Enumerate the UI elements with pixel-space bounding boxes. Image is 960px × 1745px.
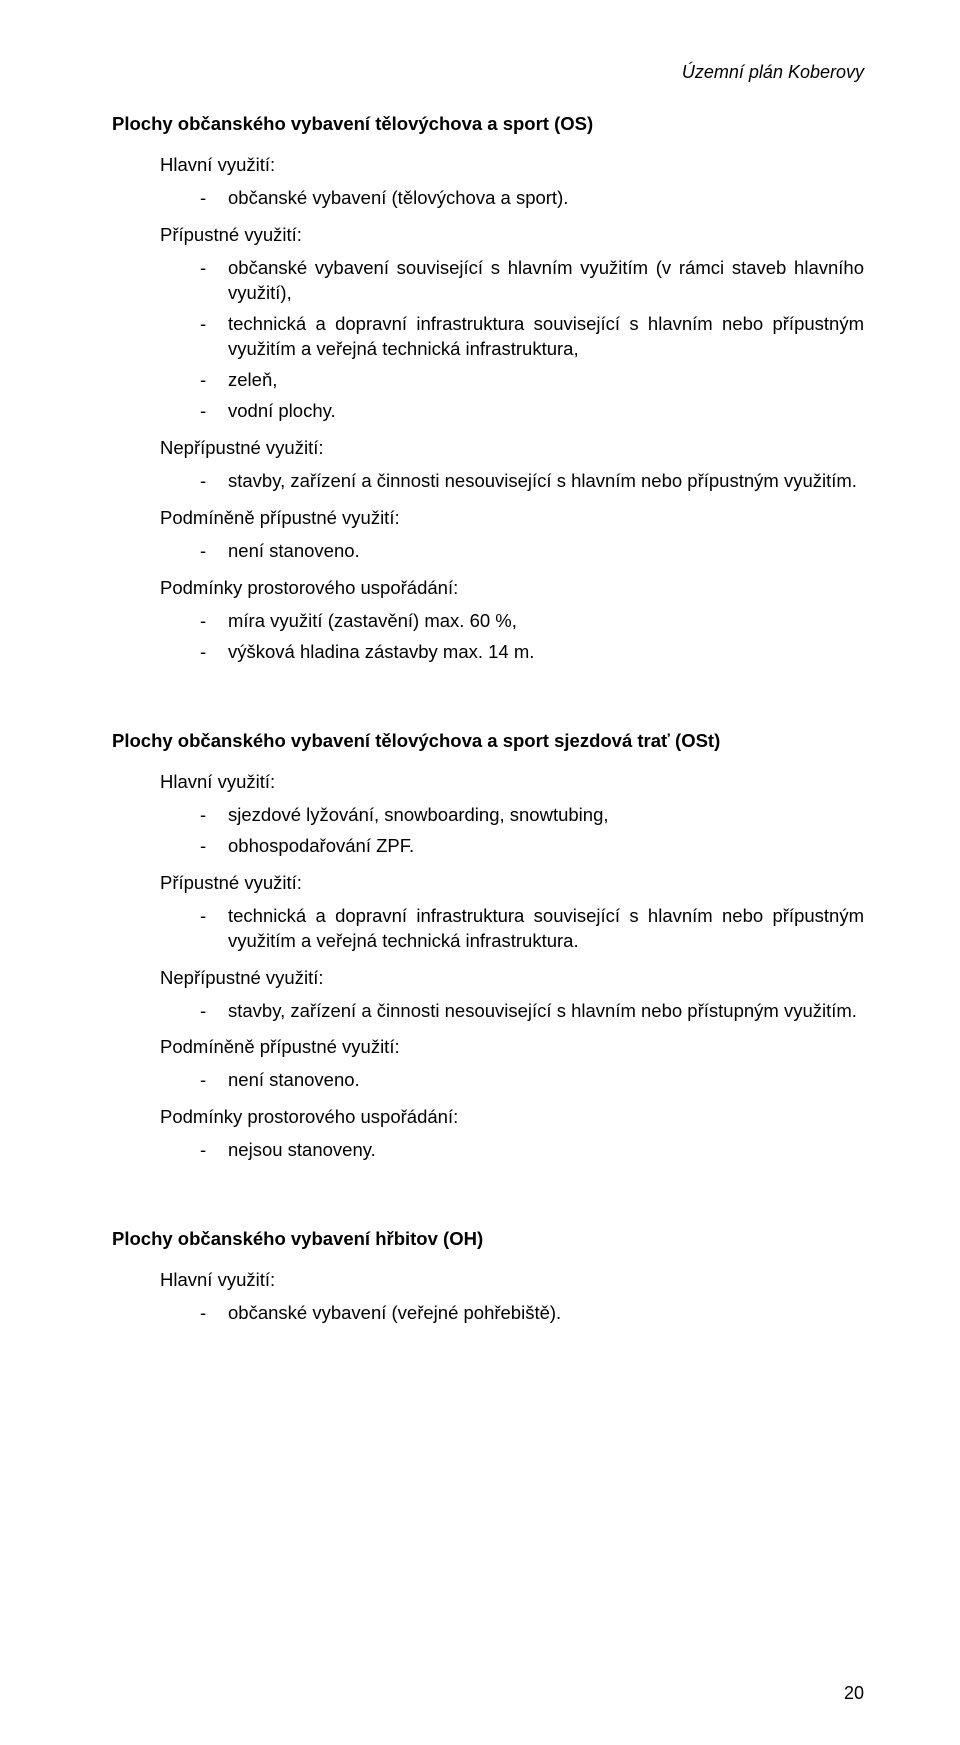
block-s2-podminky: Podmínky prostorového uspořádání: nejsou… [160, 1105, 864, 1163]
list-item: zeleň, [200, 368, 864, 393]
list-item: není stanoveno. [200, 1068, 864, 1093]
sub-heading: Nepřípustné využití: [160, 966, 864, 991]
block-s1-nepripustne: Nepřípustné využití: stavby, zařízení a … [160, 436, 864, 494]
list-item: stavby, zařízení a činnosti nesouvisejíc… [200, 999, 864, 1024]
block-s1-podminene: Podmíněně přípustné využití: není stanov… [160, 506, 864, 564]
sub-heading: Nepřípustné využití: [160, 436, 864, 461]
list-item: sjezdové lyžování, snowboarding, snowtub… [200, 803, 864, 828]
block-s1-hlavni: Hlavní využití: občanské vybavení (tělov… [160, 153, 864, 211]
list-item: občanské vybavení (veřejné pohřebiště). [200, 1301, 864, 1326]
sub-heading: Hlavní využití: [160, 770, 864, 795]
item-list: občanské vybavení související s hlavním … [160, 256, 864, 424]
list-item: občanské vybavení související s hlavním … [200, 256, 864, 306]
block-s1-pripustne: Přípustné využití: občanské vybavení sou… [160, 223, 864, 424]
list-item: nejsou stanoveny. [200, 1138, 864, 1163]
item-list: občanské vybavení (tělovýchova a sport). [160, 186, 864, 211]
list-item: vodní plochy. [200, 399, 864, 424]
list-item: technická a dopravní infrastruktura souv… [200, 312, 864, 362]
list-item: technická a dopravní infrastruktura souv… [200, 904, 864, 954]
sub-heading: Přípustné využití: [160, 871, 864, 896]
page-number: 20 [844, 1681, 864, 1705]
block-s3-hlavni: Hlavní využití: občanské vybavení (veřej… [160, 1268, 864, 1326]
block-s2-hlavni: Hlavní využití: sjezdové lyžování, snowb… [160, 770, 864, 859]
list-item: míra využití (zastavění) max. 60 %, [200, 609, 864, 634]
list-item: občanské vybavení (tělovýchova a sport). [200, 186, 864, 211]
section-title-os: Plochy občanského vybavení tělovýchova a… [112, 112, 864, 137]
item-list: sjezdové lyžování, snowboarding, snowtub… [160, 803, 864, 859]
sub-heading: Hlavní využití: [160, 153, 864, 178]
item-list: stavby, zařízení a činnosti nesouvisejíc… [160, 469, 864, 494]
section-title-ost: Plochy občanského vybavení tělovýchova a… [112, 729, 864, 754]
item-list: občanské vybavení (veřejné pohřebiště). [160, 1301, 864, 1326]
sub-heading: Podmíněně přípustné využití: [160, 506, 864, 531]
sub-heading: Podmínky prostorového uspořádání: [160, 1105, 864, 1130]
page: Územní plán Koberovy Plochy občanského v… [0, 0, 960, 1745]
block-s2-pripustne: Přípustné využití: technická a dopravní … [160, 871, 864, 954]
list-item: výšková hladina zástavby max. 14 m. [200, 640, 864, 665]
running-header: Územní plán Koberovy [112, 60, 864, 84]
block-s2-nepripustne: Nepřípustné využití: stavby, zařízení a … [160, 966, 864, 1024]
item-list: nejsou stanoveny. [160, 1138, 864, 1163]
sub-heading: Přípustné využití: [160, 223, 864, 248]
list-item: obhospodařování ZPF. [200, 834, 864, 859]
list-item: stavby, zařízení a činnosti nesouvisejíc… [200, 469, 864, 494]
item-list: míra využití (zastavění) max. 60 %, výšk… [160, 609, 864, 665]
sub-heading: Podmíněně přípustné využití: [160, 1035, 864, 1060]
item-list: není stanoveno. [160, 539, 864, 564]
list-item: není stanoveno. [200, 539, 864, 564]
item-list: technická a dopravní infrastruktura souv… [160, 904, 864, 954]
item-list: není stanoveno. [160, 1068, 864, 1093]
item-list: stavby, zařízení a činnosti nesouvisejíc… [160, 999, 864, 1024]
section-title-oh: Plochy občanského vybavení hřbitov (OH) [112, 1227, 864, 1252]
sub-heading: Hlavní využití: [160, 1268, 864, 1293]
block-s2-podminene: Podmíněně přípustné využití: není stanov… [160, 1035, 864, 1093]
block-s1-podminky: Podmínky prostorového uspořádání: míra v… [160, 576, 864, 665]
sub-heading: Podmínky prostorového uspořádání: [160, 576, 864, 601]
